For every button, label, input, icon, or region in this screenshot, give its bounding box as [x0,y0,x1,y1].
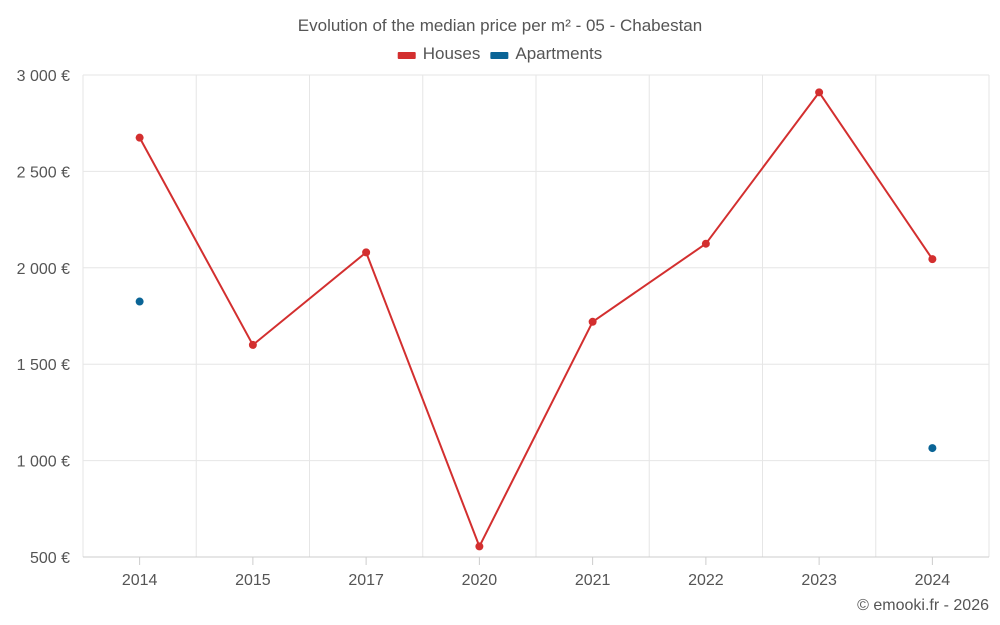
series-line-segment [818,91,934,261]
legend-swatch [397,52,416,59]
chart-title: Evolution of the median price per m² - 0… [298,16,702,35]
series-line-segment [704,91,821,245]
data-point[interactable] [135,297,144,306]
series-line-segment [365,251,481,548]
data-point[interactable] [135,133,144,142]
series-layer [135,88,937,551]
x-tick-label: 2014 [122,572,158,589]
series-line-segment [251,251,368,346]
x-tick-label: 2020 [462,572,498,589]
data-point[interactable] [475,542,484,551]
y-axis: 500 € 1 000 € 1 500 € 2 000 € 2 500 € 3 000 € [17,68,70,567]
legend-label: Apartments [515,44,602,63]
series-line-segment [138,136,254,346]
x-tick-label: 2022 [688,572,724,589]
y-tick-label: 1 000 € [17,454,70,471]
series-apartments [135,297,937,453]
y-tick-label: 500 € [30,550,70,567]
credit-text: © emooki.fr - 2026 [857,597,989,614]
series-line-segment [478,320,594,548]
legend-item-houses[interactable]: Houses [397,44,481,63]
y-tick-label: 2 500 € [17,164,70,181]
legend-item-apartments[interactable]: Apartments [490,44,602,63]
legend-swatch [490,52,509,59]
data-point[interactable] [248,340,257,349]
data-point[interactable] [928,444,937,453]
data-point[interactable] [701,239,710,248]
series-line-segment [591,242,707,323]
x-tick-label: 2021 [575,572,611,589]
x-tick-label: 2023 [801,572,837,589]
data-point[interactable] [815,88,824,97]
x-tick-label: 2017 [348,572,384,589]
x-tick-label: 2024 [915,572,951,589]
x-axis: 2014 2015 2017 2020 2021 2022 2023 2024 [83,556,989,589]
grid [82,74,990,557]
legend-label: Houses [423,44,481,63]
y-tick-label: 1 500 € [17,357,70,374]
y-tick-label: 3 000 € [17,68,70,85]
x-tick-label: 2015 [235,572,271,589]
legend: Houses Apartments [397,44,602,63]
data-point[interactable] [928,255,937,264]
data-point[interactable] [588,317,597,326]
data-point[interactable] [362,248,371,257]
y-tick-label: 2 000 € [17,261,70,278]
series-houses [135,88,937,551]
